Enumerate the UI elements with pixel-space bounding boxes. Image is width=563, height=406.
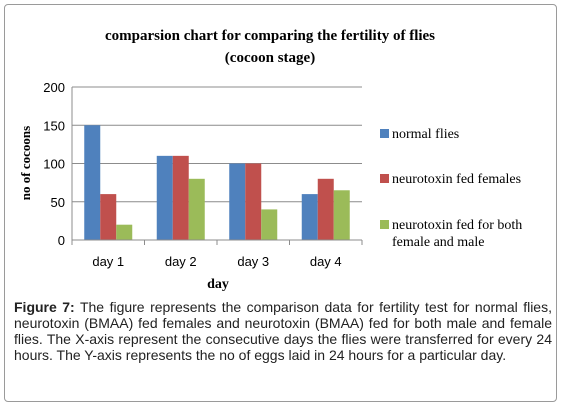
- bar: [317, 178, 334, 240]
- y-tick-label: 50: [51, 195, 65, 210]
- chart: comparsion chart for comparing the ferti…: [18, 28, 522, 292]
- axes: 0 50 100 150 200 day 1 day 2 day 3 day 4: [43, 80, 363, 269]
- x-tick-label: day 2: [165, 254, 197, 269]
- legend-label: female and male: [392, 235, 485, 250]
- caption-text: The figure represents the comparison dat…: [14, 299, 552, 363]
- legend: normal flies neurotoxin fed females neurot…: [380, 127, 522, 250]
- bar: [333, 190, 350, 240]
- legend-label: neurotoxin fed females: [392, 172, 521, 187]
- x-axis-label: day: [207, 277, 229, 292]
- bar: [172, 155, 189, 240]
- x-tick-label: day 3: [237, 254, 269, 269]
- bars: [84, 125, 350, 240]
- y-tick-label: 150: [43, 118, 65, 133]
- legend-label: neurotoxin fed for both: [392, 218, 522, 233]
- legend-label: normal flies: [392, 127, 459, 142]
- chart-title: comparsion chart for comparing the ferti…: [105, 28, 435, 44]
- figure-caption: Figure 7: The figure represents the comp…: [14, 299, 552, 363]
- bar: [100, 194, 117, 240]
- x-tick-label: day 1: [92, 254, 124, 269]
- bar: [229, 163, 246, 240]
- bar: [301, 194, 318, 240]
- x-tick-label: day 4: [310, 254, 342, 269]
- legend-swatch: [380, 129, 389, 138]
- y-tick-label: 0: [58, 233, 65, 248]
- caption-label: Figure 7:: [14, 299, 75, 315]
- bar: [245, 163, 262, 240]
- chart-subtitle: (cocoon stage): [225, 50, 315, 66]
- bar: [116, 224, 133, 240]
- bar: [261, 209, 278, 240]
- y-tick-label: 100: [43, 157, 65, 172]
- y-axis-label: no of cocoons: [18, 126, 33, 200]
- legend-swatch: [380, 220, 389, 229]
- legend-swatch: [380, 174, 389, 183]
- bar: [156, 155, 173, 240]
- y-tick-label: 200: [43, 80, 65, 95]
- bar: [84, 125, 101, 240]
- bar: [188, 178, 205, 240]
